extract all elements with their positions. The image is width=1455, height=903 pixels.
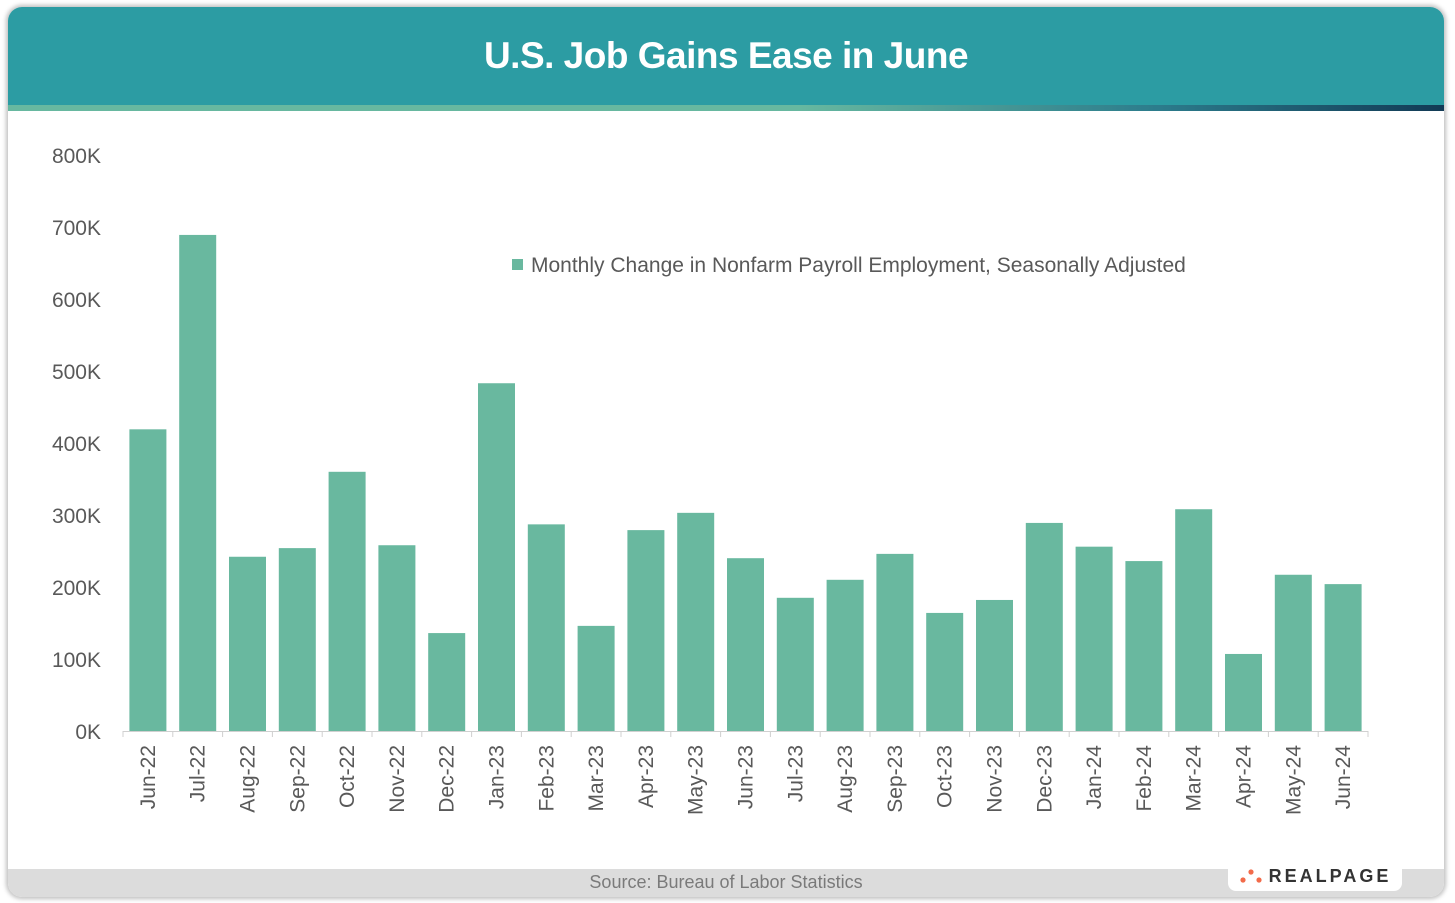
bar-Oct-22 [328, 471, 366, 731]
bar-May-24 [1274, 574, 1312, 731]
bar-Dec-22 [428, 633, 466, 731]
realpage-logo: REALPAGE [1228, 861, 1402, 891]
y-tick-label: 200K [52, 577, 101, 600]
footer-bar: Source: Bureau of Labor Statistics REALP… [8, 861, 1444, 897]
bar-Sep-23 [876, 553, 914, 731]
x-tick-label: May-24 [1282, 745, 1305, 815]
y-tick-label: 400K [52, 433, 101, 456]
bar-Oct-23 [926, 612, 964, 731]
bar-Jul-23 [776, 597, 814, 731]
x-tick-label: Jul-23 [784, 745, 807, 802]
x-tick-label: Mar-24 [1183, 745, 1206, 812]
x-tick-label: Jan-23 [486, 745, 509, 809]
bar-Jun-22 [129, 429, 167, 731]
y-tick-label: 700K [52, 217, 101, 240]
x-tick-label: Aug-23 [834, 745, 857, 813]
x-tick-label: Jan-24 [1083, 745, 1106, 810]
bar-Jan-24 [1075, 546, 1113, 731]
bar-Jul-22 [179, 234, 217, 732]
x-tick-label: Feb-24 [1133, 745, 1156, 812]
logo-wordmark: REALPAGE [1268, 865, 1392, 886]
bar-Aug-23 [826, 579, 864, 731]
y-tick-label: 300K [52, 505, 101, 528]
y-tick-label: 600K [52, 289, 101, 312]
bar-Jun-23 [727, 558, 764, 731]
x-tick-label: Aug-22 [237, 745, 260, 813]
x-tick-label: Jul-22 [187, 745, 210, 802]
x-tick-label: Nov-22 [386, 745, 409, 813]
bar-May-23 [677, 512, 715, 731]
x-tick-label: May-23 [685, 745, 708, 815]
bar-Sep-22 [278, 548, 316, 731]
x-tick-label: Jun-23 [735, 745, 758, 809]
x-tick-label: Mar-23 [585, 745, 608, 812]
bar-Jun-24 [1324, 584, 1362, 731]
legend-label: Monthly Change in Nonfarm Payroll Employ… [531, 254, 1186, 277]
bar-Aug-22 [229, 556, 266, 731]
x-tick-label: Feb-23 [535, 745, 558, 812]
x-tick-label: Sep-23 [884, 745, 907, 813]
bar-Mar-24 [1175, 509, 1213, 731]
x-tick-label: Apr-24 [1233, 745, 1256, 808]
y-tick-label: 100K [52, 649, 101, 672]
source-note: Source: Bureau of Labor Statistics [589, 872, 863, 892]
logo-dots-icon [1240, 869, 1262, 883]
x-tick-label: Jun-24 [1332, 745, 1355, 810]
legend-swatch [512, 259, 523, 270]
bar-Apr-24 [1225, 653, 1262, 731]
x-tick-label: Dec-22 [436, 745, 459, 813]
x-tick-label: Apr-23 [635, 745, 658, 808]
x-tick-label: Nov-23 [984, 745, 1007, 813]
chart-card: U.S. Job Gains Ease in June Source: Bure… [8, 7, 1444, 897]
y-tick-label: 800K [52, 145, 101, 168]
x-tick-label: Jun-22 [137, 745, 160, 809]
x-tick-label: Oct-22 [336, 745, 359, 808]
header-stripe [8, 105, 1444, 111]
y-tick-label: 0K [75, 721, 101, 744]
x-tick-label: Dec-23 [1033, 745, 1056, 813]
bar-Feb-23 [527, 524, 565, 731]
bar-Nov-23 [976, 599, 1013, 731]
bar-Mar-23 [577, 625, 615, 731]
bar-Dec-23 [1025, 522, 1063, 731]
title-banner: U.S. Job Gains Ease in June [8, 7, 1444, 105]
bar-Nov-22 [378, 545, 416, 731]
x-tick-label: Sep-22 [286, 745, 309, 813]
bar-Apr-23 [627, 530, 665, 731]
bar-chart: 0K 100K 200K 300K 400K 500K 600K 700K 800K Jun-22… [52, 145, 1369, 815]
chart-title: U.S. Job Gains Ease in June [483, 35, 969, 76]
bar-Feb-24 [1125, 561, 1163, 731]
bar-Jan-23 [478, 383, 515, 731]
y-tick-label: 500K [52, 361, 101, 384]
x-tick-label: Oct-23 [934, 745, 957, 808]
